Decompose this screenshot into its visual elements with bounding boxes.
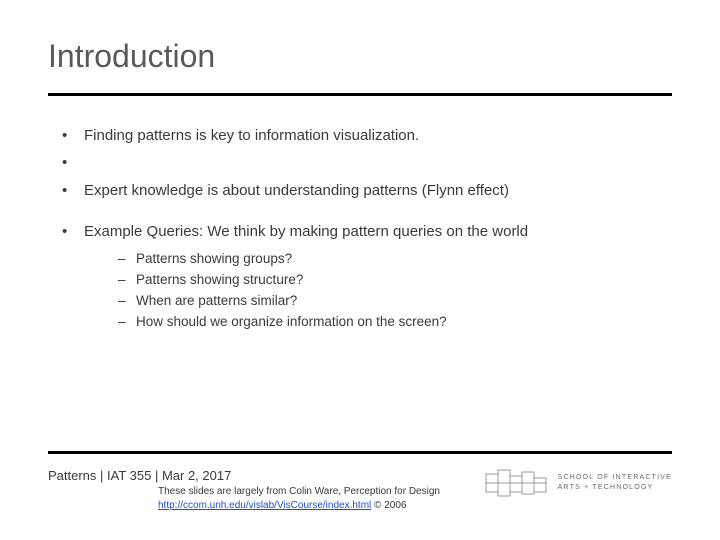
sub-bullet-item: When are patterns similar? (114, 291, 672, 312)
sub-bullet-item: How should we organize information on th… (114, 312, 672, 333)
sub-bullet-item: Patterns showing groups? (114, 249, 672, 270)
bullet-item-blank (56, 151, 672, 174)
bullet-item: Finding patterns is key to information v… (56, 124, 672, 147)
credit-link[interactable]: http://ccom.unh.edu/vislab/VisCourse/ind… (158, 500, 371, 511)
bullet-item: Expert knowledge is about understanding … (56, 179, 672, 202)
slide-footer: Patterns | IAT 355 | Mar 2, 2017 These s… (48, 451, 672, 512)
credit-prefix: These slides are largely from Colin Ware… (158, 486, 440, 497)
footer-logo-text: SCHOOL OF INTERACTIVE ARTS + TECHNOLOGY (558, 473, 672, 493)
divider-bottom (48, 451, 672, 454)
footer-logo: SCHOOL OF INTERACTIVE ARTS + TECHNOLOGY (484, 466, 672, 500)
sub-bullet-list: Patterns showing groups?Patterns showing… (84, 249, 672, 333)
slide-title: Introduction (48, 38, 672, 75)
footer-left-text: Patterns | IAT 355 | Mar 2, 2017 (48, 468, 440, 483)
credit-suffix: © 2006 (371, 500, 406, 511)
sub-bullet-item: Patterns showing structure? (114, 270, 672, 291)
siat-logo-icon (484, 466, 548, 500)
bullet-list: Finding patterns is key to information v… (48, 124, 672, 333)
divider-top (48, 93, 672, 96)
logo-line-1: SCHOOL OF INTERACTIVE (558, 473, 672, 483)
logo-line-2: ARTS + TECHNOLOGY (558, 483, 672, 493)
footer-credits: These slides are largely from Colin Ware… (48, 485, 440, 512)
bullet-item: Example Queries: We think by making patt… (56, 220, 672, 333)
